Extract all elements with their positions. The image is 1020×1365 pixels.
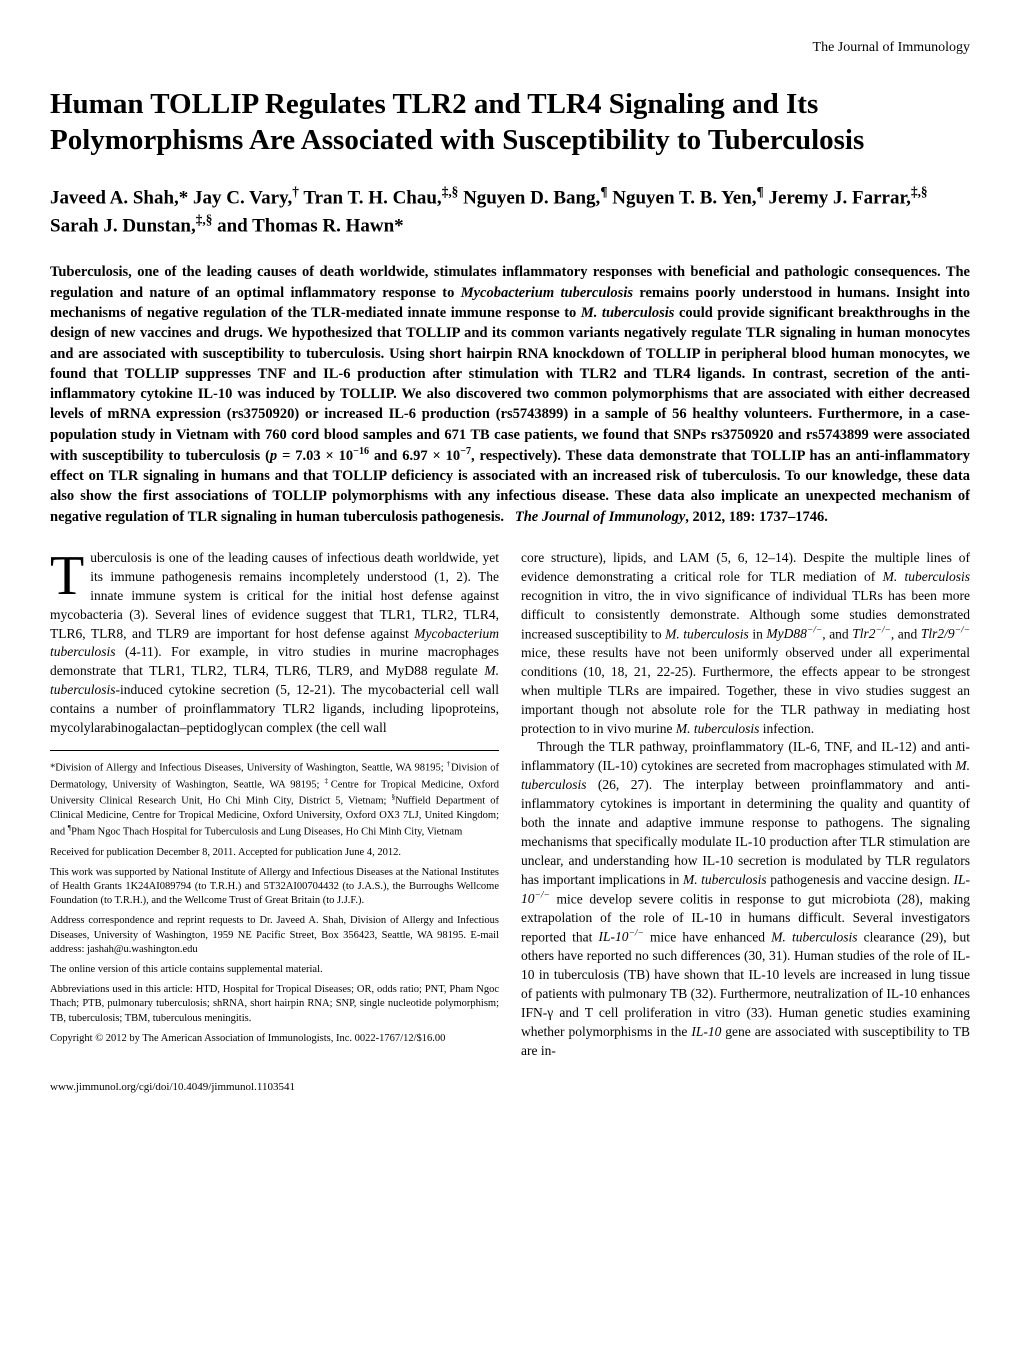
journal-header: The Journal of Immunology (50, 40, 970, 56)
affiliations: *Division of Allergy and Infectious Dise… (50, 759, 499, 840)
body-columns: Tuberculosis is one of the leading cause… (50, 549, 970, 1061)
abstract-block: Tuberculosis, one of the leading causes … (50, 262, 970, 527)
column-right: core structure), lipids, and LAM (5, 6, … (521, 549, 970, 1061)
authors-line: Javeed A. Shah,* Jay C. Vary,† Tran T. H… (50, 183, 970, 241)
body-paragraph: Through the TLR pathway, proinflammatory… (521, 738, 970, 1060)
supplemental-note: The online version of this article conta… (50, 963, 499, 977)
body-paragraph: core structure), lipids, and LAM (5, 6, … (521, 549, 970, 738)
footer-url: www.jimmunol.org/cgi/doi/10.4049/jimmuno… (50, 1081, 295, 1093)
page-footer: www.jimmunol.org/cgi/doi/10.4049/jimmuno… (50, 1081, 970, 1093)
body-paragraph: Tuberculosis is one of the leading cause… (50, 549, 499, 738)
column-left: Tuberculosis is one of the leading cause… (50, 549, 499, 1061)
footnotes-block: *Division of Allergy and Infectious Dise… (50, 759, 499, 1046)
article-title: Human TOLLIP Regulates TLR2 and TLR4 Sig… (50, 86, 970, 159)
received-date: Received for publication December 8, 201… (50, 846, 499, 860)
journal-name: The Journal of Immunology (813, 40, 970, 55)
funding-note: This work was supported by National Inst… (50, 866, 499, 909)
abbreviations-note: Abbreviations used in this article: HTD,… (50, 983, 499, 1026)
correspondence-note: Address correspondence and reprint reque… (50, 914, 499, 957)
copyright-note: Copyright © 2012 by The American Associa… (50, 1032, 499, 1046)
footnote-divider (50, 750, 499, 751)
